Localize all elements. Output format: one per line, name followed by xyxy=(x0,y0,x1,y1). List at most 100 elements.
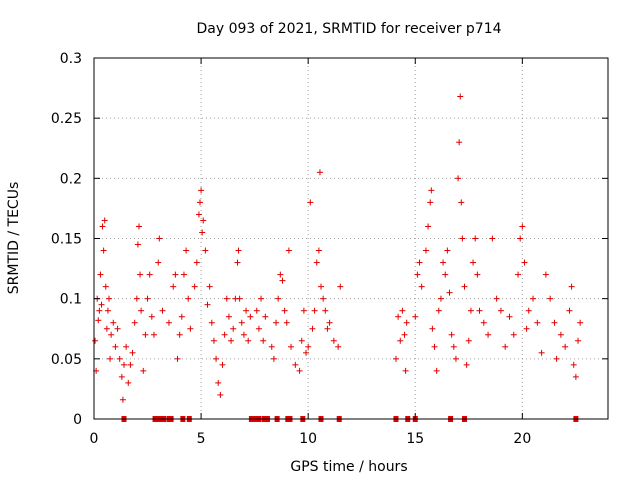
data-point xyxy=(240,331,247,338)
data-point xyxy=(129,349,136,356)
data-point xyxy=(425,223,432,230)
data-point xyxy=(199,229,206,236)
data-point xyxy=(120,361,127,368)
data-point xyxy=(296,367,303,374)
data-point xyxy=(412,313,419,320)
data-point xyxy=(279,277,286,284)
data-point xyxy=(337,283,344,290)
data-point xyxy=(102,283,109,290)
data-point xyxy=(493,295,500,302)
y-tick-label: 0.1 xyxy=(60,292,82,308)
data-point xyxy=(461,283,468,290)
data-point xyxy=(456,139,463,146)
data-point xyxy=(534,319,541,326)
data-point xyxy=(392,355,399,362)
data-point xyxy=(228,337,235,344)
data-point xyxy=(572,373,579,380)
data-point xyxy=(489,235,496,242)
data-point xyxy=(235,247,242,254)
data-point xyxy=(258,295,265,302)
data-point xyxy=(470,259,477,266)
data-point xyxy=(562,343,569,350)
data-point xyxy=(116,355,123,362)
data-point xyxy=(485,331,492,338)
data-point xyxy=(422,247,429,254)
data-point xyxy=(575,337,582,344)
data-point xyxy=(472,235,479,242)
data-point xyxy=(131,319,138,326)
data-point xyxy=(206,283,213,290)
data-point xyxy=(525,307,532,314)
data-point xyxy=(395,313,402,320)
data-point xyxy=(253,307,260,314)
data-point xyxy=(465,337,472,344)
data-point xyxy=(450,343,457,350)
data-point xyxy=(103,325,110,332)
data-point xyxy=(112,343,119,350)
data-point xyxy=(428,187,435,194)
y-tick-label: 0.15 xyxy=(51,232,82,248)
data-point xyxy=(105,295,112,302)
data-point xyxy=(515,271,522,278)
data-point xyxy=(463,361,470,368)
data-point xyxy=(215,379,222,386)
data-point xyxy=(100,247,107,254)
data-point xyxy=(557,331,564,338)
data-point xyxy=(418,283,425,290)
data-point xyxy=(156,235,163,242)
data-point xyxy=(137,271,144,278)
data-point xyxy=(202,247,209,254)
data-point xyxy=(107,355,114,362)
data-point xyxy=(172,271,179,278)
data-point xyxy=(273,319,280,326)
data-point xyxy=(225,313,232,320)
data-point xyxy=(262,313,269,320)
data-point xyxy=(200,217,207,224)
data-point xyxy=(217,391,224,398)
data-point xyxy=(198,187,205,194)
data-point xyxy=(238,319,245,326)
data-point xyxy=(221,331,228,338)
data-point xyxy=(298,337,305,344)
data-point xyxy=(148,313,155,320)
data-point xyxy=(150,331,157,338)
data-point xyxy=(210,337,217,344)
data-point xyxy=(183,247,190,254)
data-point xyxy=(414,271,421,278)
data-point xyxy=(442,271,449,278)
data-point xyxy=(119,396,126,403)
data-point xyxy=(402,367,409,374)
data-point xyxy=(510,331,517,338)
data-point xyxy=(322,307,329,314)
data-point xyxy=(476,307,483,314)
data-point xyxy=(316,169,323,176)
data-point xyxy=(236,295,243,302)
data-point xyxy=(268,343,275,350)
data-point xyxy=(547,295,554,302)
data-point xyxy=(195,211,202,218)
data-point xyxy=(146,271,153,278)
data-point xyxy=(135,223,142,230)
data-point xyxy=(104,307,111,314)
data-point xyxy=(285,247,292,254)
data-point xyxy=(542,271,549,278)
data-point xyxy=(305,343,312,350)
data-point xyxy=(324,325,331,332)
data-point xyxy=(281,307,288,314)
grid-lines xyxy=(94,58,608,419)
data-point xyxy=(452,355,459,362)
data-point xyxy=(243,307,250,314)
data-point xyxy=(197,199,204,206)
data-point xyxy=(101,217,108,224)
data-point xyxy=(155,259,162,266)
x-tick-label: 20 xyxy=(513,431,531,447)
data-point xyxy=(245,337,252,344)
data-point xyxy=(457,93,464,100)
data-point xyxy=(127,361,134,368)
data-point xyxy=(114,325,121,332)
data-point xyxy=(110,319,117,326)
data-point xyxy=(277,271,284,278)
data-point xyxy=(191,283,198,290)
data-point xyxy=(275,295,282,302)
data-point xyxy=(458,199,465,206)
